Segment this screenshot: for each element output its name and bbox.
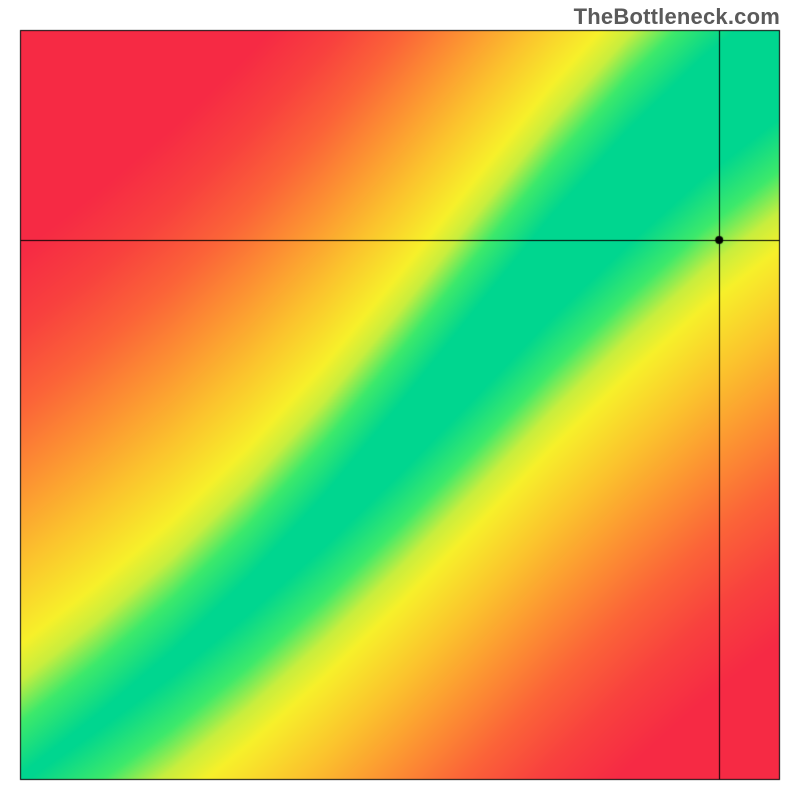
chart-container: TheBottleneck.com bbox=[0, 0, 800, 800]
bottleneck-heatmap bbox=[0, 0, 800, 800]
watermark-text: TheBottleneck.com bbox=[574, 4, 780, 30]
